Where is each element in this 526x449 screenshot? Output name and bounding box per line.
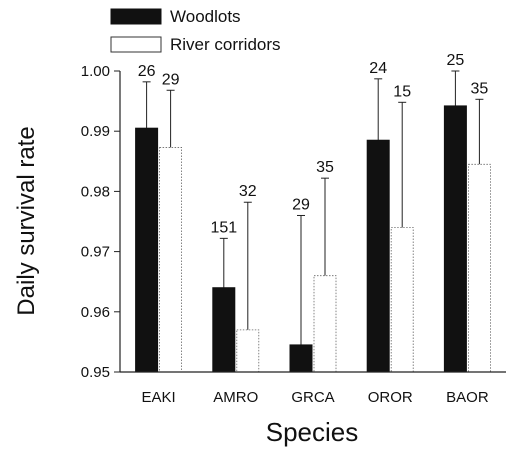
sample-size-label: 29	[162, 71, 180, 88]
sample-size-label: 26	[138, 63, 156, 80]
x-tick-label: AMRO	[213, 389, 258, 406]
x-tick-label: EAKI	[142, 389, 176, 406]
legend: Woodlots River corridors	[110, 7, 281, 54]
bar	[467, 163, 491, 373]
sample-size-label: 25	[447, 52, 465, 69]
sample-size-label: 35	[471, 80, 489, 97]
y-axis-title: Daily survival rate	[13, 126, 40, 315]
sample-size-label: 15	[393, 83, 411, 100]
y-tick-label: 0.99	[81, 123, 110, 140]
bar	[289, 344, 313, 373]
sample-size-label: 32	[239, 183, 257, 200]
bar	[159, 147, 183, 373]
y-tick-label: 0.95	[81, 364, 110, 381]
legend-swatch-woodlots	[110, 8, 162, 25]
sample-size-label: 29	[292, 196, 310, 213]
legend-swatch-river-corridors	[110, 36, 162, 53]
bar	[390, 227, 414, 373]
bar	[135, 127, 159, 373]
y-tick-label: 1.00	[81, 63, 110, 80]
x-tick-label: OROR	[368, 389, 413, 406]
bar	[443, 105, 467, 373]
sample-size-label: 151	[210, 219, 237, 236]
y-tick-label: 0.97	[81, 244, 110, 261]
bar	[212, 287, 236, 373]
legend-label-woodlots: Woodlots	[170, 7, 241, 26]
y-tick-label: 0.96	[81, 304, 110, 321]
plot-area: 0.95 0.96 0.97 0.98 0.99 1.00 26 29 EAKI 151 32 AMR…	[81, 52, 506, 406]
y-tick-label: 0.98	[81, 183, 110, 200]
bar	[366, 139, 390, 373]
bar	[236, 329, 260, 373]
x-tick-label: BAOR	[446, 389, 489, 406]
bar	[313, 275, 337, 373]
sample-size-label: 24	[369, 60, 387, 77]
sample-size-label: 35	[316, 159, 334, 176]
x-tick-label: GRCA	[291, 389, 334, 406]
x-axis-title: Species	[266, 417, 359, 447]
legend-label-river-corridors: River corridors	[170, 35, 281, 54]
